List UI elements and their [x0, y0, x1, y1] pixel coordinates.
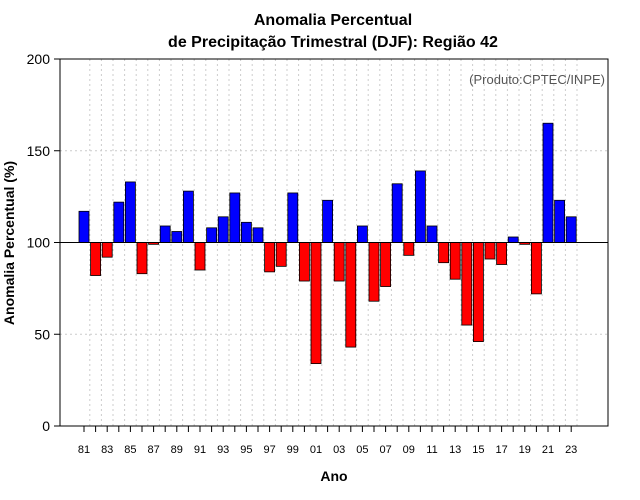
- x-tick-label: 23: [565, 444, 577, 456]
- y-tick-label: 200: [27, 51, 51, 67]
- bar-02: [322, 199, 334, 243]
- bar-15: [472, 242, 484, 342]
- bar-06: [368, 242, 380, 302]
- x-tick-label: 87: [147, 444, 159, 456]
- bar-13: [449, 242, 461, 280]
- bar-81: [78, 210, 90, 243]
- bars: [78, 122, 577, 365]
- bar-09: [403, 242, 415, 256]
- x-tick-label: 95: [240, 444, 252, 456]
- y-tick-label: 50: [34, 326, 50, 342]
- bar-91: [194, 242, 206, 271]
- bar-22: [554, 199, 565, 243]
- x-tick-label: 97: [263, 444, 275, 456]
- bar-94: [229, 192, 241, 243]
- bar-99: [287, 192, 299, 243]
- bar-95: [240, 221, 252, 243]
- bar-01: [310, 242, 322, 365]
- x-tick-label: 83: [101, 444, 113, 456]
- x-axis-label: Ano: [320, 468, 347, 484]
- bar-04: [345, 242, 357, 348]
- x-tick-label: 09: [403, 444, 415, 456]
- bar-98: [275, 242, 287, 267]
- grid-lines: [60, 59, 608, 426]
- x-tick-label: 03: [333, 444, 345, 456]
- y-axis: 0 50 100 150 200: [27, 51, 60, 434]
- bar-82: [90, 242, 101, 276]
- bar-07: [380, 242, 392, 287]
- bar-92: [206, 227, 218, 243]
- bar-08: [391, 183, 403, 243]
- x-tick-label: 15: [472, 444, 484, 456]
- x-tick-label: 13: [449, 444, 461, 456]
- x-tick-label: 11: [426, 444, 437, 456]
- y-tick-label: 0: [42, 418, 50, 434]
- chart-title-line1: Anomalia Percentual: [254, 12, 412, 29]
- bar-83: [101, 242, 113, 258]
- x-tick-label: 91: [194, 444, 206, 456]
- bar-11: [426, 225, 438, 243]
- x-tick-label: 01: [310, 444, 322, 456]
- bar-12: [438, 242, 450, 264]
- x-axis: 81 83 85 87 89 91 93 95 97 99 01 03 05 07 09 11 13 15 17 19…: [78, 426, 577, 456]
- y-axis-label: Anomalia Percentual (%): [1, 161, 17, 325]
- y-tick-label: 150: [27, 143, 51, 159]
- bar-00: [298, 242, 310, 282]
- bar-86: [136, 242, 148, 275]
- x-tick-label: 93: [217, 444, 229, 456]
- bar-16: [484, 242, 496, 260]
- bar-97: [264, 242, 276, 273]
- x-tick-label: 99: [287, 444, 299, 456]
- chart-title-line2: de Precipitação Trimestral (DJF): Região…: [168, 34, 498, 51]
- bar-03: [333, 242, 345, 282]
- bar-18: [507, 236, 519, 243]
- bar-17: [496, 242, 508, 265]
- bar-84: [113, 201, 125, 243]
- bar-90: [182, 190, 194, 243]
- x-tick-label: 07: [379, 444, 391, 456]
- bar-10: [414, 170, 426, 243]
- x-tick-label: 21: [542, 444, 554, 456]
- bar-85: [125, 181, 136, 243]
- bar-14: [461, 242, 473, 326]
- bar-88: [159, 225, 171, 243]
- source-annotation: (Produto:CPTEC/INPE): [469, 72, 605, 87]
- x-tick-label: 05: [356, 444, 368, 456]
- bar-93: [217, 216, 229, 243]
- bar-21: [542, 122, 554, 243]
- x-tick-label: 85: [124, 444, 136, 456]
- x-tick-label: 89: [171, 444, 183, 456]
- x-tick-label: 81: [78, 444, 90, 456]
- bar-05: [356, 225, 368, 243]
- bar-96: [252, 227, 264, 243]
- x-tick-label: 19: [519, 444, 531, 456]
- bar-20: [531, 242, 542, 295]
- y-tick-label: 100: [27, 235, 51, 251]
- bar-89: [171, 231, 183, 243]
- bar-23: [565, 216, 577, 243]
- x-tick-label: 17: [495, 444, 507, 456]
